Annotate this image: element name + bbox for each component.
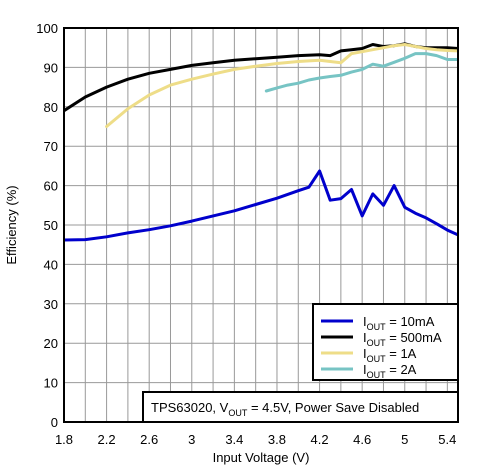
y-tick-label: 80 (44, 100, 58, 115)
legend-label: IOUT = 1A (363, 346, 417, 364)
x-tick-label: 2.2 (98, 432, 116, 447)
annotation-box: TPS63020, VOUT = 4.5V, Power Save Disabl… (142, 391, 459, 423)
x-tick-label: 3.4 (225, 432, 243, 447)
y-tick-label: 70 (44, 139, 58, 154)
y-tick-label: 40 (44, 257, 58, 272)
y-tick-label: 60 (44, 179, 58, 194)
legend-label: IOUT = 2A (363, 362, 417, 380)
legend-label: IOUT = 10mA (363, 314, 435, 332)
legend-label: IOUT = 500mA (363, 330, 442, 348)
x-tick-label: 3.8 (268, 432, 286, 447)
series-line-3 (105, 43, 458, 128)
y-tick-label: 90 (44, 60, 58, 75)
tick-labels: 1.8 2.2 2.6 3 3.4 3.8 4.2 4.6 5 5.4 0 10 20 30 40 50 60 7… (36, 21, 456, 447)
y-tick-label: 0 (51, 415, 58, 430)
x-axis-title: Input Voltage (V) (213, 450, 310, 465)
annotation-text: TPS63020, VOUT = 4.5V, Power Save Disabl… (151, 400, 419, 418)
annotation-rest: = 4.5V, Power Save Disabled (247, 400, 419, 415)
y-tick-label: 20 (44, 336, 58, 351)
y-tick-label: 50 (44, 218, 58, 233)
x-tick-label: 1.8 (55, 432, 73, 447)
annotation-part: TPS63020, V (151, 400, 229, 415)
x-tick-label: 5.4 (438, 432, 456, 447)
x-tick-label: 4.2 (311, 432, 329, 447)
y-tick-label: 30 (44, 297, 58, 312)
series-line-4 (264, 52, 458, 93)
series-line-1 (64, 169, 458, 242)
x-tick-label: 5 (401, 432, 408, 447)
x-tick-label: 2.6 (140, 432, 158, 447)
y-tick-label: 100 (36, 21, 58, 36)
y-axis-title: Efficiency (%) (4, 185, 19, 264)
annotation-sub: OUT (228, 408, 248, 418)
series-lines (64, 42, 458, 242)
x-tick-label: 3 (188, 432, 195, 447)
x-tick-label: 4.6 (353, 432, 371, 447)
legend-box (312, 303, 459, 381)
y-tick-label: 10 (44, 376, 58, 391)
annotation-frame (142, 391, 459, 423)
